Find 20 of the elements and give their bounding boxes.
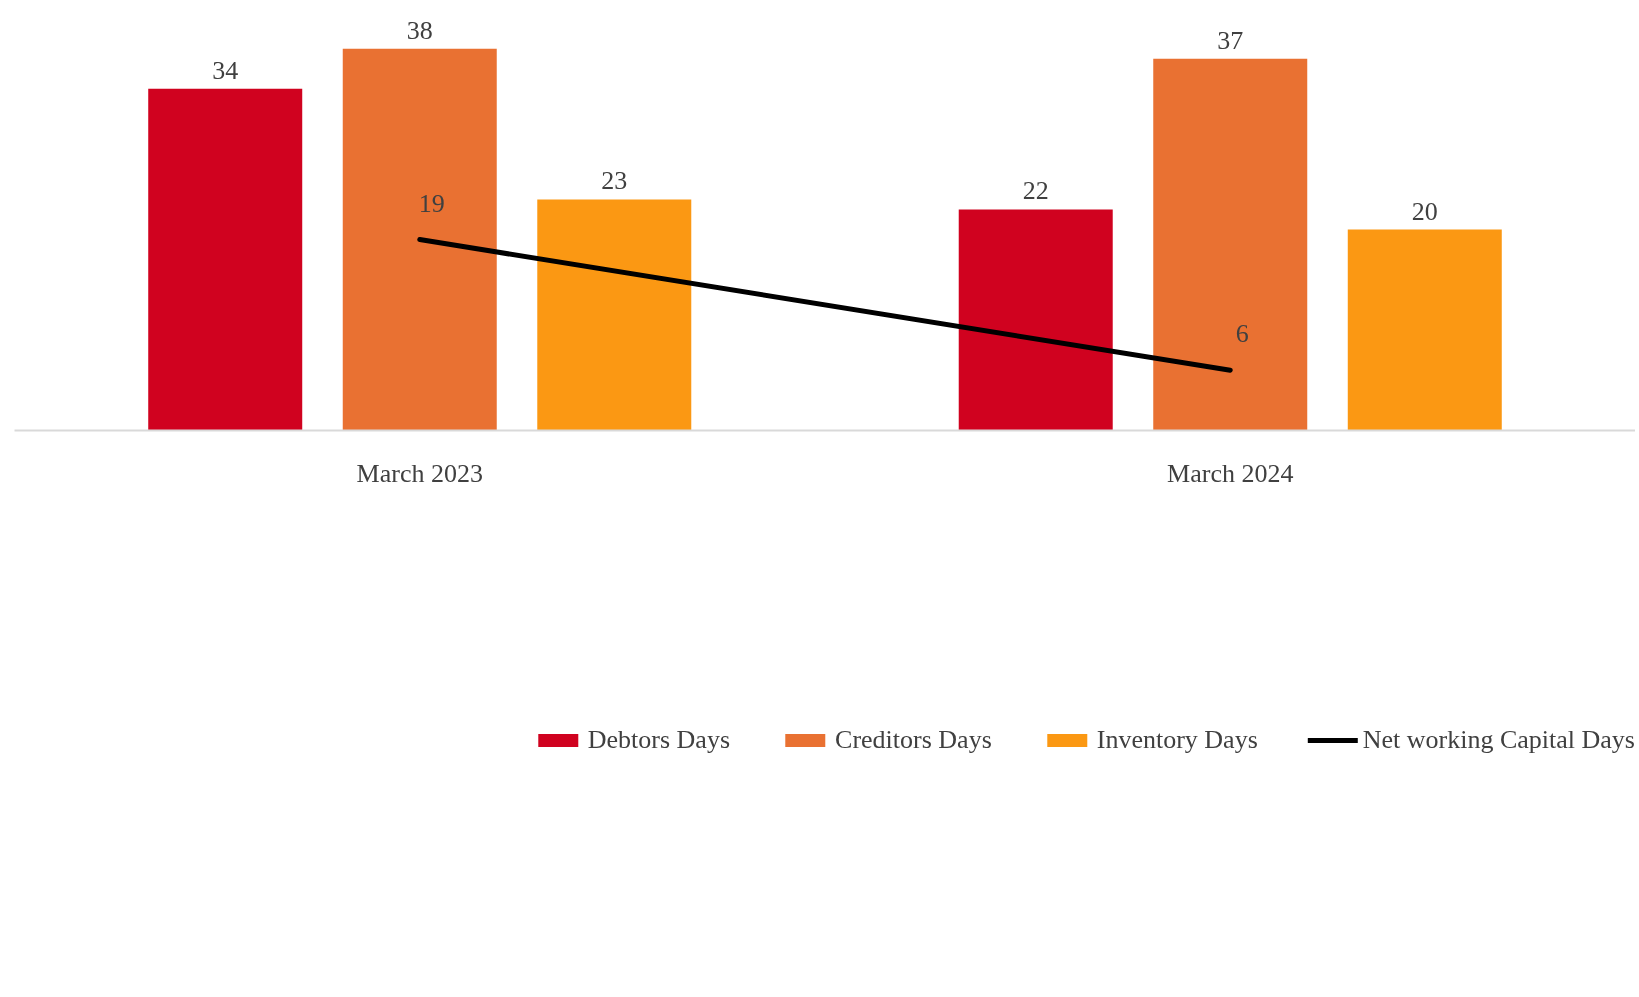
x-tick-label: March 2024	[1167, 458, 1294, 488]
x-tick-label: March 2023	[356, 458, 483, 488]
data-label: 38	[406, 15, 433, 45]
data-label: 34	[212, 55, 239, 85]
bar	[958, 209, 1113, 431]
bar	[537, 199, 692, 431]
data-label: 20	[1411, 196, 1438, 226]
bar	[148, 88, 303, 431]
data-label: 22	[1022, 176, 1049, 206]
legend-label: Debtors Days	[587, 725, 731, 755]
data-label: 23	[601, 166, 628, 196]
data-label: 19	[418, 188, 445, 218]
data-label: 37	[1217, 25, 1244, 55]
legend-label: Creditors Days	[835, 725, 992, 755]
bar	[1347, 229, 1502, 431]
bar	[342, 48, 497, 431]
bar	[1153, 58, 1308, 431]
legend-label: Inventory Days	[1096, 725, 1258, 755]
data-label: 6	[1235, 319, 1249, 349]
legend-label: Net working Capital Days	[1362, 725, 1635, 755]
